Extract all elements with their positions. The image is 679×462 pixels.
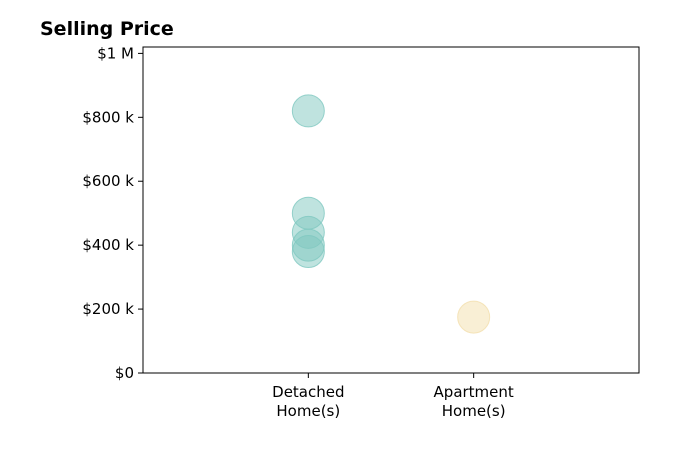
- chart-title: Selling Price: [40, 18, 174, 40]
- data-point: [457, 300, 491, 334]
- data-points: [291, 94, 491, 334]
- x-tick-label: Detached Home(s): [272, 383, 344, 420]
- y-tick-label: $400 k: [82, 236, 134, 254]
- data-point: [291, 94, 325, 128]
- y-tick-label: $200 k: [82, 300, 134, 318]
- x-tick-label: Apartment Home(s): [434, 383, 514, 420]
- y-tick-label: $1 M: [97, 44, 134, 62]
- data-point: [291, 235, 325, 269]
- y-tick-label: $0: [115, 364, 134, 382]
- plot-area-frame: [142, 46, 640, 374]
- y-axis: $0 $200 k $400 k $600 k $800 k $1 M: [82, 44, 143, 382]
- x-axis: Detached Home(s) Apartment Home(s): [272, 373, 514, 420]
- y-tick-label: $800 k: [82, 108, 134, 126]
- y-tick-label: $600 k: [82, 172, 134, 190]
